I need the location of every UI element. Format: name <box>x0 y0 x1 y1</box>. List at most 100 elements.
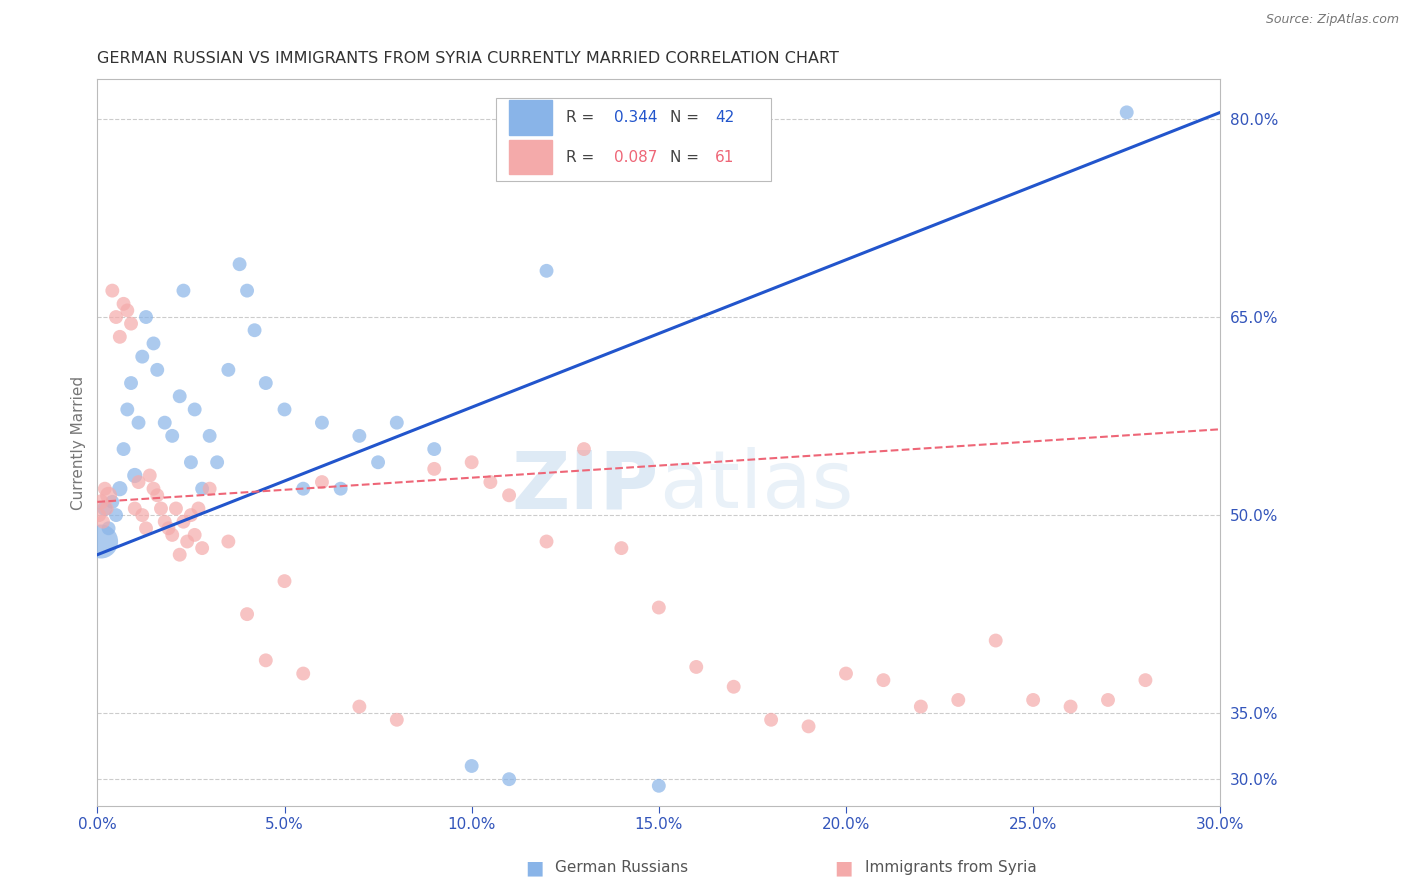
Point <box>984 633 1007 648</box>
Point <box>385 713 408 727</box>
Point <box>117 303 139 318</box>
Text: 0.087: 0.087 <box>614 150 657 164</box>
Point <box>90 534 112 549</box>
Point <box>236 284 259 298</box>
Point <box>183 402 205 417</box>
Point <box>349 429 371 443</box>
Point <box>142 482 165 496</box>
Point <box>153 515 176 529</box>
Text: ZIP: ZIP <box>512 447 659 525</box>
Point <box>169 548 191 562</box>
Text: R =: R = <box>565 111 599 126</box>
Point <box>1097 693 1119 707</box>
Point <box>172 284 194 298</box>
Point <box>723 680 745 694</box>
Point <box>94 501 117 516</box>
Point <box>311 475 333 489</box>
Text: GERMAN RUSSIAN VS IMMIGRANTS FROM SYRIA CURRENTLY MARRIED CORRELATION CHART: GERMAN RUSSIAN VS IMMIGRANTS FROM SYRIA … <box>97 51 839 66</box>
Text: ■: ■ <box>834 858 853 878</box>
Point <box>273 574 295 588</box>
Point <box>217 363 239 377</box>
Point <box>423 462 446 476</box>
Point <box>460 455 482 469</box>
Point <box>536 264 558 278</box>
Point <box>142 336 165 351</box>
Text: 42: 42 <box>716 111 734 126</box>
Point <box>165 501 187 516</box>
Point <box>648 779 671 793</box>
Text: 61: 61 <box>716 150 734 164</box>
Point <box>160 528 183 542</box>
Point <box>90 495 112 509</box>
Y-axis label: Currently Married: Currently Married <box>72 376 86 509</box>
Point <box>97 488 120 502</box>
Point <box>610 541 633 555</box>
Point <box>128 475 150 489</box>
Point <box>157 521 180 535</box>
Point <box>423 442 446 456</box>
Point <box>146 363 169 377</box>
Point <box>498 772 520 787</box>
Point <box>479 475 502 489</box>
Point <box>131 350 153 364</box>
Point <box>160 429 183 443</box>
Point <box>217 534 239 549</box>
Point <box>292 666 315 681</box>
Point <box>101 284 124 298</box>
Point <box>169 389 191 403</box>
Point <box>292 482 315 496</box>
Point <box>367 455 389 469</box>
Point <box>128 416 150 430</box>
Point <box>311 416 333 430</box>
Point <box>108 482 131 496</box>
Point <box>120 376 142 390</box>
Point <box>135 521 157 535</box>
Point <box>131 508 153 522</box>
Point <box>108 330 131 344</box>
Point <box>1022 693 1045 707</box>
Point <box>385 416 408 430</box>
Point <box>149 501 172 516</box>
Point <box>91 515 114 529</box>
Text: ■: ■ <box>524 858 544 878</box>
Point <box>135 310 157 324</box>
Point <box>191 482 214 496</box>
Point <box>236 607 259 621</box>
Point <box>124 468 146 483</box>
Point <box>835 666 858 681</box>
Point <box>572 442 595 456</box>
Point <box>536 534 558 549</box>
Point <box>94 482 117 496</box>
Point <box>498 488 520 502</box>
Point <box>254 653 277 667</box>
Point <box>198 482 221 496</box>
Point <box>228 257 250 271</box>
Point <box>872 673 894 688</box>
Point <box>205 455 228 469</box>
Text: German Russians: German Russians <box>555 861 689 875</box>
Text: 0.344: 0.344 <box>614 111 658 126</box>
Point <box>254 376 277 390</box>
Point <box>948 693 970 707</box>
Point <box>1059 699 1081 714</box>
Point <box>243 323 266 337</box>
Point <box>180 455 202 469</box>
FancyBboxPatch shape <box>496 97 770 181</box>
Point <box>910 699 932 714</box>
Point <box>685 660 707 674</box>
Point <box>112 442 135 456</box>
Text: N =: N = <box>671 150 704 164</box>
Point <box>89 508 111 522</box>
Point <box>112 297 135 311</box>
Point <box>146 488 169 502</box>
Text: atlas: atlas <box>659 447 853 525</box>
Bar <box>509 140 553 175</box>
Point <box>187 501 209 516</box>
Point <box>176 534 198 549</box>
Point <box>648 600 671 615</box>
Point <box>349 699 371 714</box>
Text: Immigrants from Syria: Immigrants from Syria <box>865 861 1036 875</box>
Point <box>198 429 221 443</box>
Point <box>97 521 120 535</box>
Point <box>183 528 205 542</box>
